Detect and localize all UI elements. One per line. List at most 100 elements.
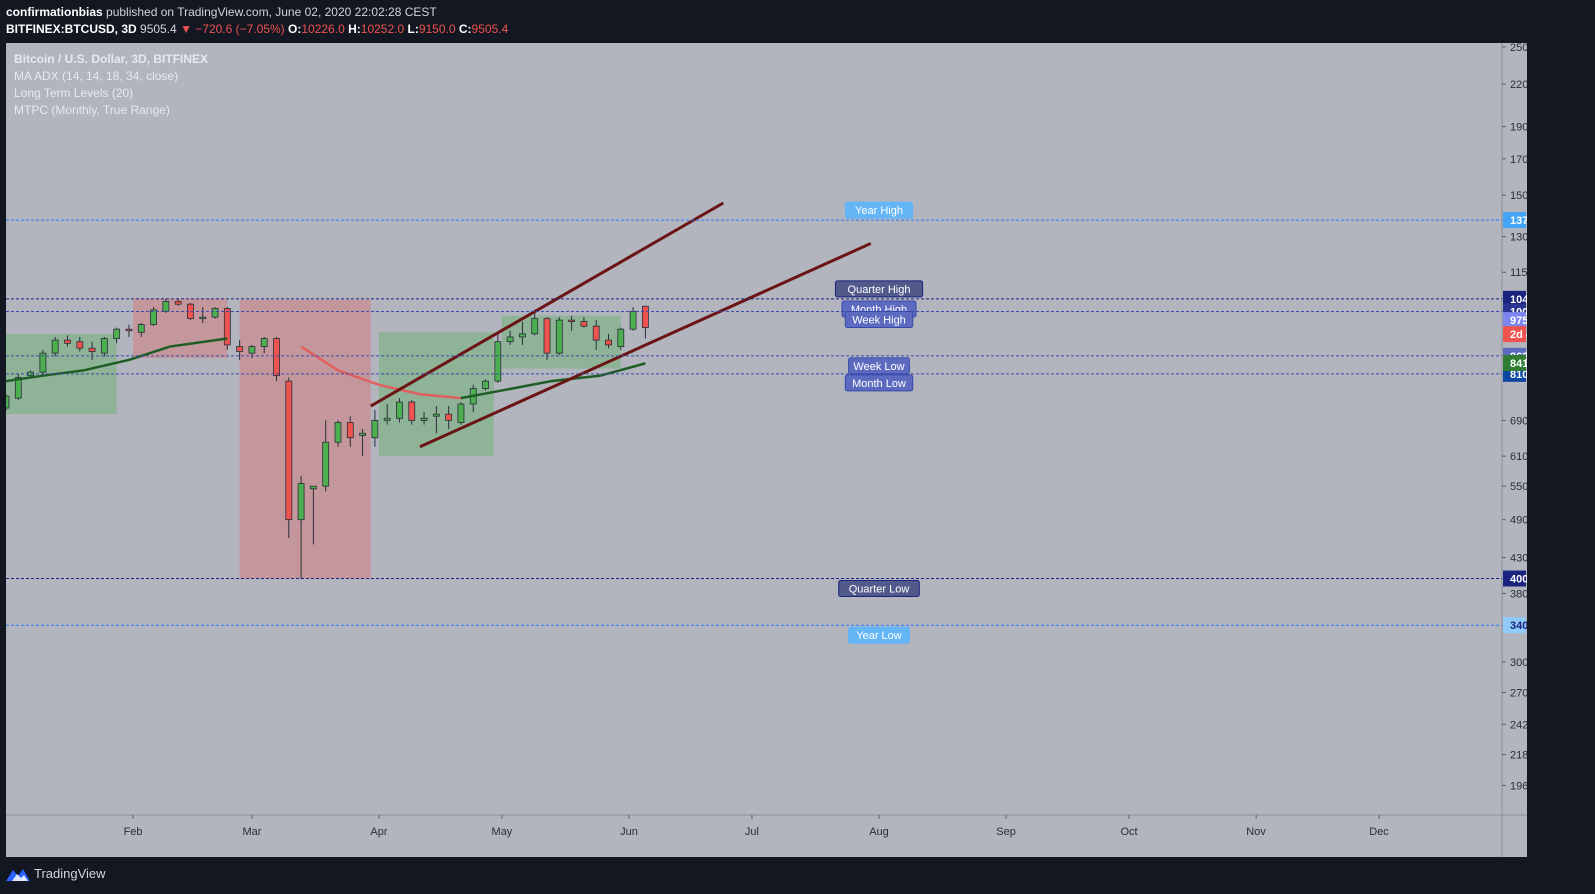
- low-value: 9150.0: [418, 22, 456, 36]
- y-tick-label: 25000.0: [1510, 43, 1527, 54]
- price-badge-label: 13764.0: [1510, 215, 1527, 227]
- level-label: Month Low: [852, 378, 906, 390]
- candle-body: [14, 377, 22, 399]
- open-value: 10226.0: [301, 22, 345, 36]
- price-change: ▼ −720.6 (−7.05%): [180, 22, 285, 36]
- y-tick-label: 19000.0: [1510, 122, 1527, 134]
- tradingview-logo-icon: [6, 868, 30, 881]
- y-tick-label: 2180.0: [1510, 750, 1527, 762]
- level-label-box: [844, 201, 914, 219]
- candle-body: [408, 401, 416, 421]
- candle-body: [297, 483, 305, 521]
- candle-body: [2, 395, 10, 409]
- ma-line-2-green: [460, 362, 646, 400]
- level-label: Quarter Low: [849, 584, 910, 596]
- candle-body: [51, 339, 59, 354]
- y-tick-label: 4900.0: [1510, 515, 1527, 527]
- candle-body: [211, 308, 219, 318]
- y-tick-label: 1960.0: [1510, 780, 1527, 792]
- candle-body: [617, 328, 625, 347]
- candle-body: [346, 422, 354, 439]
- level-label: Week High: [852, 314, 906, 326]
- y-tick-label: 3000.0: [1510, 657, 1527, 669]
- candle-body: [519, 333, 526, 338]
- open-label: O:: [288, 22, 302, 36]
- publish-date: published on TradingView.com, June 02, 2…: [106, 5, 437, 19]
- x-tick-label: Jul: [745, 826, 759, 838]
- candle-body: [629, 310, 637, 330]
- candle-body: [76, 341, 84, 349]
- candle-body: [248, 346, 256, 354]
- price-badge: [1503, 290, 1526, 307]
- price-badge-label: 2d 4h: [1510, 329, 1527, 341]
- channel-line-1: [370, 201, 725, 408]
- y-tick-label: 22000.0: [1510, 79, 1527, 91]
- x-tick-label: Feb: [124, 826, 143, 838]
- candle-body: [162, 300, 170, 312]
- x-tick-label: Nov: [1246, 826, 1266, 838]
- candle-body: [322, 441, 330, 487]
- symbol[interactable]: BITFINEX:BTCUSD, 3D: [6, 22, 137, 36]
- last-price: 9505.4: [140, 22, 177, 36]
- y-tick-label: 2420.0: [1510, 719, 1527, 731]
- candle-body: [445, 413, 453, 421]
- price-badge-label: 4000.0: [1510, 574, 1527, 586]
- candle-body: [568, 319, 576, 322]
- publish-info: confirmationbias published on TradingVie…: [6, 5, 437, 19]
- level-label: Week Low: [853, 361, 904, 373]
- candle-body: [273, 338, 280, 377]
- y-tick-label: 5500.0: [1510, 481, 1527, 493]
- close-value: 9505.4: [471, 22, 509, 36]
- tradingview-footer[interactable]: TradingView: [6, 866, 106, 881]
- level-label-box: [844, 374, 914, 392]
- price-badge-label: 9750.0: [1510, 315, 1527, 327]
- legend-item: MTPC (Monthly, True Range): [14, 103, 170, 117]
- candle-body: [359, 432, 366, 436]
- x-tick-label: Jun: [620, 826, 638, 838]
- price-badge-label: 8411.3: [1510, 358, 1527, 370]
- level-label-box: [834, 280, 924, 298]
- x-tick-label: Sep: [996, 826, 1016, 838]
- candle-body: [100, 338, 108, 354]
- y-tick-label: 6900.0: [1510, 415, 1527, 427]
- x-tick-label: Dec: [1369, 826, 1389, 838]
- y-tick-label: 6100.0: [1510, 451, 1527, 463]
- range-box: [239, 299, 371, 579]
- chart-area[interactable]: Year High Quarter High Month High Week High…: [2, 42, 1550, 857]
- candle-body: [396, 401, 403, 419]
- level-label: Quarter High: [848, 284, 911, 296]
- channel-line-2: [419, 242, 872, 449]
- tradingview-brand: TradingView: [34, 866, 106, 881]
- candle-body: [605, 339, 612, 346]
- level-label-box: [848, 626, 910, 644]
- price-badge: [1503, 617, 1526, 634]
- x-tick-label: Mar: [242, 826, 261, 838]
- ma-line-2-red: [300, 345, 462, 400]
- level-label-box: [848, 357, 910, 375]
- candle-body: [494, 341, 502, 382]
- candle-body: [260, 338, 268, 347]
- price-badge: [1503, 354, 1526, 371]
- candle-body: [88, 347, 96, 352]
- candle-body: [420, 417, 428, 421]
- level-label: Year Low: [856, 630, 902, 642]
- candle-body: [137, 324, 145, 333]
- candle-body: [506, 336, 514, 343]
- legend-title: Bitcoin / U.S. Dollar, 3D, BITFINEX: [14, 52, 208, 66]
- candle-body: [236, 346, 244, 352]
- high-value: 10252.0: [360, 22, 405, 36]
- y-tick-label: 17000.0: [1510, 154, 1527, 166]
- price-badge: [1503, 212, 1526, 229]
- author-name[interactable]: confirmationbias: [6, 5, 103, 19]
- y-tick-label: 2700.0: [1510, 688, 1527, 700]
- close-label: C:: [458, 22, 472, 36]
- candle-body: [641, 305, 649, 328]
- candle-body: [531, 318, 539, 335]
- candle-body: [223, 308, 231, 346]
- price-badge: [1503, 312, 1526, 329]
- range-box: [133, 298, 228, 359]
- candle-body: [64, 339, 71, 344]
- y-tick-label: 4300.0: [1510, 553, 1527, 565]
- level-label-box: [838, 580, 920, 598]
